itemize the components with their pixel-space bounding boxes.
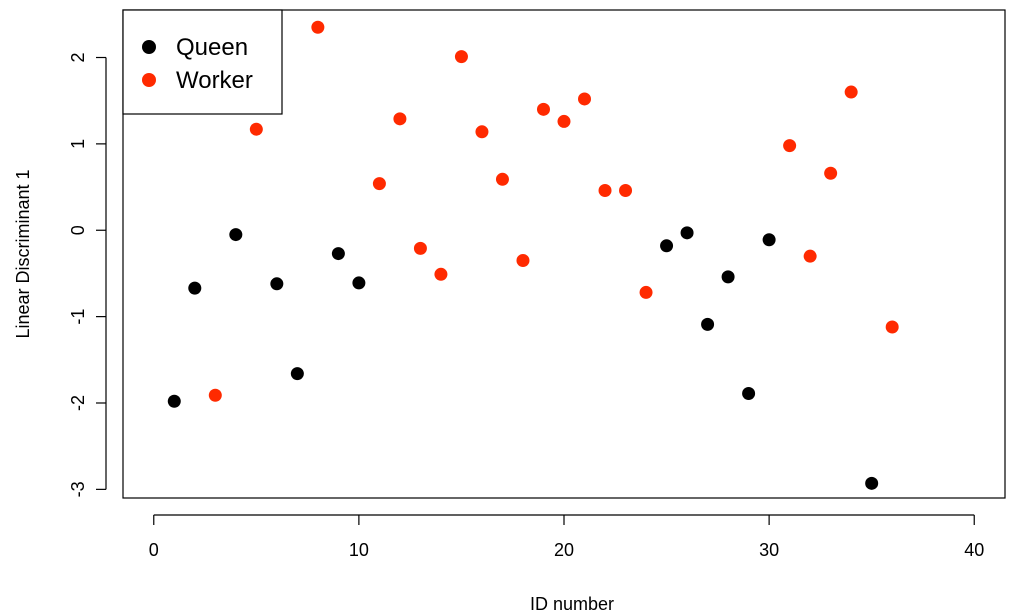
y-axis: -3 -2 -1 0 1 2 xyxy=(68,52,107,497)
point-worker xyxy=(413,241,427,255)
point-queen xyxy=(721,270,735,284)
point-worker xyxy=(372,177,386,191)
x-tick-label: 40 xyxy=(964,540,984,560)
x-tick-label: 0 xyxy=(149,540,159,560)
point-queen xyxy=(188,281,202,295)
point-queen xyxy=(701,317,715,331)
y-tick-label: 1 xyxy=(68,139,88,149)
y-tick-label: 2 xyxy=(68,52,88,62)
point-worker xyxy=(516,253,530,267)
legend-marker-worker xyxy=(142,73,156,87)
legend-marker-queen xyxy=(142,40,156,54)
x-tick-label: 10 xyxy=(349,540,369,560)
x-axis-label: ID number xyxy=(530,594,614,614)
point-worker xyxy=(434,267,448,281)
y-tick-label: 0 xyxy=(68,225,88,235)
data-points xyxy=(167,20,899,490)
point-worker xyxy=(536,102,550,116)
point-worker xyxy=(475,125,489,139)
point-worker xyxy=(639,285,653,299)
point-queen xyxy=(680,226,694,240)
point-worker xyxy=(598,184,612,198)
point-worker xyxy=(208,388,222,402)
point-worker xyxy=(393,112,407,126)
point-queen xyxy=(270,277,284,291)
point-queen xyxy=(762,233,776,247)
plot-box xyxy=(122,9,1006,499)
point-queen xyxy=(742,386,756,400)
point-worker xyxy=(578,92,592,106)
x-tick-label: 20 xyxy=(554,540,574,560)
x-axis: 0 10 20 30 40 xyxy=(149,514,984,560)
point-queen xyxy=(660,239,674,253)
point-queen xyxy=(229,228,243,242)
y-tick-label: -1 xyxy=(68,309,88,325)
y-tick-label: -2 xyxy=(68,395,88,411)
point-worker xyxy=(249,122,263,136)
legend-label-queen: Queen xyxy=(176,34,248,61)
legend-box xyxy=(122,9,283,115)
point-worker xyxy=(803,249,817,263)
point-worker xyxy=(844,85,858,99)
point-worker xyxy=(824,166,838,180)
y-tick-label: -3 xyxy=(68,481,88,497)
point-queen xyxy=(352,276,366,290)
point-queen xyxy=(331,247,345,261)
point-queen xyxy=(290,367,304,381)
point-worker xyxy=(783,139,797,153)
x-tick-label: 30 xyxy=(759,540,779,560)
point-worker xyxy=(311,20,325,34)
y-axis-label: Linear Discriminant 1 xyxy=(13,169,33,338)
legend-label-worker: Worker xyxy=(176,67,253,94)
point-worker xyxy=(619,184,633,198)
point-worker xyxy=(885,320,899,334)
point-queen xyxy=(865,476,879,490)
point-queen xyxy=(167,394,181,408)
point-worker xyxy=(495,172,509,186)
point-worker xyxy=(454,50,468,64)
point-worker xyxy=(557,114,571,128)
legend: Queen Worker xyxy=(122,9,283,115)
